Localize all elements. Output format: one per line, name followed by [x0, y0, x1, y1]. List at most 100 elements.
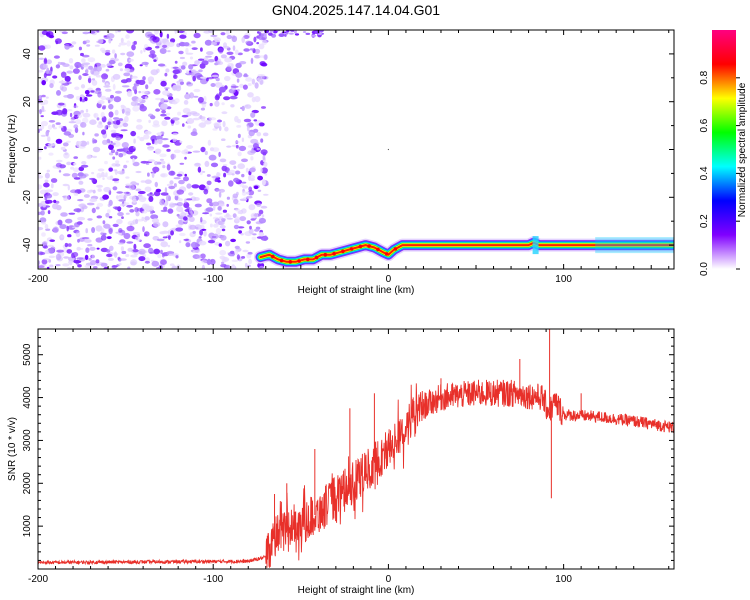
noise-speckle [49, 264, 54, 268]
noise-speckle [318, 30, 324, 33]
noise-speckle [84, 254, 89, 261]
noise-speckle [120, 129, 128, 132]
noise-speckle [200, 146, 206, 153]
noise-speckle [40, 115, 44, 118]
noise-speckle [159, 153, 167, 158]
noise-speckle [164, 187, 168, 194]
noise-speckle [251, 78, 256, 85]
y-tick-label: -40 [22, 237, 33, 252]
noise-speckle [183, 238, 190, 241]
noise-speckle [241, 190, 247, 196]
noise-speckle [153, 139, 159, 145]
noise-speckle [272, 30, 278, 34]
noise-speckle [43, 99, 49, 105]
noise-speckle [143, 243, 151, 249]
noise-speckle [103, 266, 109, 269]
noise-speckle [38, 211, 42, 216]
noise-speckle [159, 48, 167, 54]
noise-speckle [107, 99, 111, 104]
noise-speckle [144, 216, 150, 221]
noise-speckle [120, 246, 124, 252]
noise-speckle [159, 198, 165, 202]
noise-speckle [107, 209, 111, 214]
noise-speckle [241, 36, 245, 44]
noise-speckle [110, 149, 116, 153]
noise-speckle [71, 172, 78, 178]
noise-speckle [92, 155, 97, 159]
noise-speckle [91, 78, 96, 81]
noise-speckle [129, 209, 135, 213]
noise-speckle [200, 107, 205, 111]
noise-speckle [112, 178, 120, 182]
noise-speckle [107, 121, 112, 126]
noise-speckle [155, 97, 162, 101]
noise-speckle [135, 211, 140, 217]
noise-speckle [237, 88, 240, 92]
noise-speckle [90, 90, 95, 93]
noise-speckle [145, 84, 149, 90]
noise-speckle [97, 100, 105, 105]
x-tick-label: -200 [28, 274, 48, 285]
noise-speckle [250, 57, 254, 64]
noise-speckle [261, 179, 266, 186]
noise-speckle [168, 96, 174, 100]
noise-speckle [101, 49, 106, 54]
noise-speckle [125, 34, 130, 39]
noise-speckle [249, 48, 254, 51]
noise-speckle [175, 224, 183, 228]
noise-speckle [46, 266, 50, 269]
noise-speckle [167, 208, 174, 214]
noise-speckle [77, 114, 83, 118]
noise-speckle [183, 216, 188, 221]
noise-speckle [45, 32, 51, 36]
noise-speckle [201, 264, 205, 269]
noise-speckle [156, 135, 163, 140]
noise-speckle [112, 156, 116, 160]
noise-speckle [236, 78, 240, 83]
noise-speckle [173, 149, 181, 154]
noise-speckle [42, 64, 48, 69]
noise-speckle [200, 76, 207, 79]
noise-speckle [160, 173, 168, 178]
noise-speckle [46, 169, 50, 173]
noise-speckle [114, 53, 117, 59]
noise-speckle [152, 166, 160, 173]
noise-speckle [40, 210, 45, 216]
noise-speckle [130, 155, 138, 160]
noise-speckle [238, 230, 243, 234]
spectrogram-y-axis-label: Frequency (Hz) [7, 115, 18, 184]
noise-speckle [155, 45, 160, 49]
noise-speckle [258, 122, 265, 127]
noise-speckle [66, 161, 72, 166]
noise-speckle [247, 145, 255, 148]
noise-speckle [64, 242, 69, 248]
noise-speckle [41, 80, 46, 86]
noise-speckle [63, 95, 70, 98]
noise-speckle [222, 164, 228, 166]
noise-speckle [78, 180, 84, 185]
noise-speckle [63, 131, 72, 136]
noise-speckle [258, 265, 265, 269]
noise-speckle [55, 159, 63, 163]
noise-speckle [198, 184, 206, 191]
noise-speckle [181, 114, 189, 118]
noise-speckle [126, 40, 131, 47]
page-title: GN04.2025.147.14.04.G01 [271, 2, 441, 18]
noise-speckle [100, 262, 108, 267]
noise-speckle [108, 167, 113, 172]
noise-speckle [60, 146, 66, 151]
noise-speckle [38, 184, 43, 190]
noise-speckle [136, 118, 142, 123]
noise-speckle [100, 228, 105, 233]
noise-speckle [140, 180, 146, 183]
noise-speckle [155, 149, 162, 153]
noise-speckle [286, 30, 290, 33]
noise-speckle [149, 251, 155, 254]
noise-speckle [86, 202, 95, 206]
noise-speckle [94, 62, 102, 67]
noise-speckle [223, 96, 231, 101]
noise-speckle [248, 258, 253, 265]
noise-speckle [137, 136, 140, 139]
colorbar-scale [712, 30, 736, 269]
noise-speckle [206, 51, 214, 56]
